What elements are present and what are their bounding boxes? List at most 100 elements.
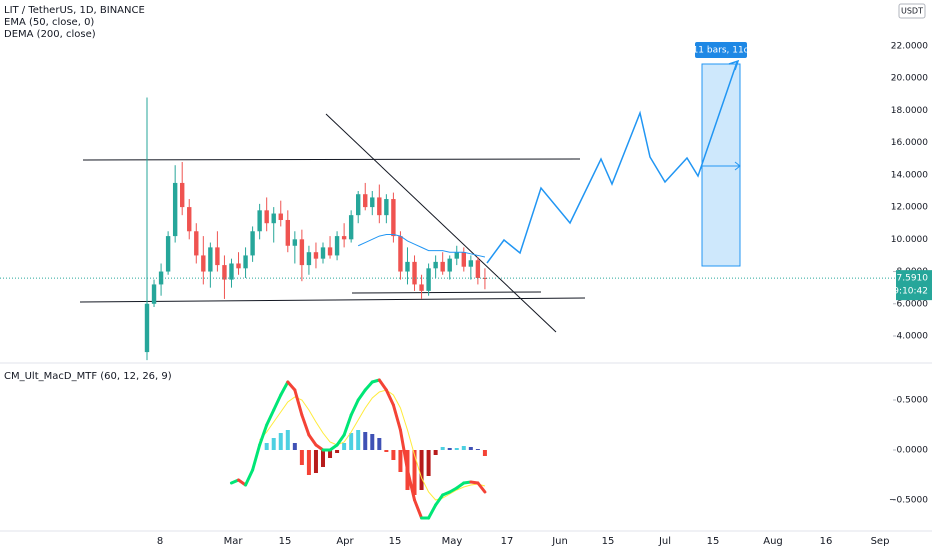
x-tick-label: May — [442, 536, 463, 547]
macd-segment — [342, 413, 353, 437]
candle-body — [334, 236, 340, 256]
candle-body — [412, 261, 417, 285]
candle-body — [187, 207, 192, 232]
histogram-bar — [391, 450, 396, 460]
trend-line — [82, 158, 581, 161]
currency[interactable]: USDT — [901, 7, 923, 16]
histogram-bar — [292, 443, 297, 450]
histogram-bar — [384, 450, 389, 452]
candle-body — [299, 239, 305, 266]
candle-body — [370, 197, 375, 208]
macd-segment — [286, 380, 297, 392]
histogram-bar — [419, 450, 424, 490]
candle-body — [243, 255, 248, 269]
histogram-bar — [461, 446, 466, 450]
annotation-box — [695, 42, 747, 58]
macd-segment — [258, 423, 269, 447]
y-tick-label: 6.0000 — [897, 299, 929, 309]
macd-segment — [434, 493, 445, 507]
histogram-bar — [377, 438, 382, 450]
candle-body — [222, 265, 227, 280]
candle-body — [208, 247, 213, 272]
candle-body — [377, 197, 382, 216]
candle-body — [313, 252, 319, 259]
candle-body — [320, 247, 326, 259]
macd-segment — [363, 380, 374, 392]
histogram-bar — [356, 430, 361, 450]
candle-body — [158, 271, 164, 285]
histogram-bar — [349, 433, 354, 450]
macd-segment — [356, 388, 367, 402]
currency-box[interactable] — [898, 3, 926, 19]
macd-segment — [272, 393, 283, 412]
histogram-bar — [313, 450, 318, 473]
y-tick-label: −0.5000 — [889, 496, 928, 506]
arrow-head — [734, 161, 741, 171]
macd-segment — [398, 428, 409, 472]
x-tick-label: 17 — [501, 536, 514, 547]
y-tick-label: 4.0000 — [897, 331, 929, 341]
x-tick-label: Sep — [871, 536, 890, 547]
histogram-bar — [426, 450, 431, 476]
y-tick-label: 12.0000 — [891, 203, 928, 213]
x-tick-label: Jul — [658, 536, 671, 547]
macd-segment — [244, 468, 255, 487]
candle-body — [236, 263, 241, 269]
y-tick-label: 16.0000 — [891, 138, 928, 148]
candle-body — [475, 260, 481, 278]
histogram-bar — [468, 447, 473, 450]
candle-body — [165, 236, 171, 272]
candle-body — [461, 252, 466, 267]
drawings — [79, 42, 747, 333]
trend-line — [79, 297, 586, 303]
candle-body — [278, 213, 283, 220]
candle-body — [426, 268, 431, 291]
candle-body — [151, 284, 157, 304]
annotation: 11 bars, 11d — [693, 46, 750, 56]
histogram-bar — [285, 430, 290, 450]
candle-body — [341, 236, 347, 240]
candle-body — [482, 277, 488, 279]
arrow-head — [728, 59, 740, 71]
candle-body — [285, 219, 290, 246]
candle-body — [172, 182, 178, 237]
candle-body — [250, 231, 255, 256]
x-tick-label: 15 — [389, 536, 402, 547]
ema-line — [357, 233, 486, 258]
countdown: 09:10:42 — [888, 287, 928, 297]
macd-segment — [335, 433, 346, 447]
x-tick-label: Mar — [224, 536, 244, 547]
macd-segment — [265, 408, 276, 427]
y-tick-label: 18.0000 — [891, 106, 928, 116]
macd-segment — [391, 403, 402, 432]
candle-body — [180, 182, 185, 208]
symbol-title: LIT / TetherUS, 1D, BINANCE — [4, 5, 145, 16]
projection-path — [486, 61, 738, 264]
legend-entry: DEMA (200, close) — [4, 29, 96, 40]
x-tick-label: Apr — [336, 536, 354, 547]
range-box — [701, 63, 741, 267]
legend-entry: EMA (50, close, 0) — [4, 17, 94, 28]
x-tick-label: 8 — [157, 536, 163, 547]
macd-segment — [251, 443, 262, 472]
histogram-bar — [370, 434, 375, 450]
candle-body — [348, 215, 354, 240]
histogram-bar — [299, 450, 304, 465]
histogram-bar — [271, 438, 276, 450]
candle-body — [384, 199, 389, 216]
histogram-bar — [447, 448, 452, 450]
candle-body — [229, 263, 234, 280]
trend-line — [351, 291, 542, 294]
candle-body — [419, 284, 424, 291]
candle-body — [454, 252, 459, 259]
last-price-box — [896, 270, 932, 301]
histogram-bar — [278, 433, 283, 450]
candle-body — [433, 261, 438, 269]
y-tick-label: 10.0000 — [891, 235, 928, 245]
candle-body — [468, 260, 474, 267]
histogram-bar — [335, 450, 340, 453]
candle-body — [201, 255, 206, 272]
macd-segment — [427, 503, 438, 520]
